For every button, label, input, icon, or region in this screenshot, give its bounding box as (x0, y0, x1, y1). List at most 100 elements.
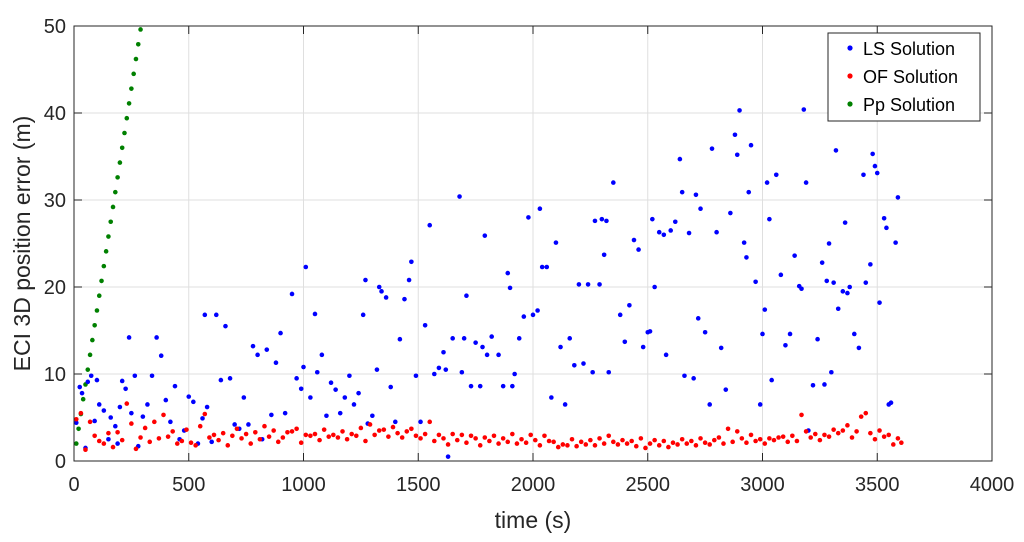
data-point-of-solution (845, 423, 850, 428)
data-point-ls-solution (218, 377, 224, 383)
legend: LS Solution OF Solution Pp Solution (827, 32, 981, 122)
data-point-ls-solution (709, 146, 715, 151)
data-point-of-solution (197, 423, 203, 429)
data-point-pp-solution (108, 219, 114, 225)
x-axis-label: time (s) (495, 507, 572, 533)
data-point-pp-solution (92, 322, 97, 328)
data-point-pp-solution (138, 27, 143, 32)
data-point-ls-solution (145, 402, 150, 407)
data-point-of-solution (565, 443, 570, 448)
data-point-of-solution (661, 438, 667, 444)
data-point-ls-solution (686, 230, 692, 236)
data-point-of-solution (110, 444, 116, 450)
data-point-of-solution (317, 437, 322, 443)
data-point-ls-solution (861, 172, 866, 178)
data-point-ls-solution (599, 216, 605, 222)
data-point-of-solution (87, 419, 93, 425)
data-point-ls-solution (459, 369, 465, 375)
data-point-pp-solution (85, 367, 91, 372)
tick-labels: 0 500 1000 1500 2000 2500 3000 3500 4000 0 10 20 30 4… (44, 16, 1015, 496)
data-point-ls-solution (457, 194, 462, 199)
data-point-ls-solution (677, 156, 683, 162)
data-point-ls-solution (397, 336, 403, 342)
data-point-ls-solution (734, 152, 740, 158)
data-point-pp-solution (87, 352, 93, 358)
data-point-of-solution (872, 436, 878, 442)
data-point-of-solution (133, 446, 139, 452)
data-point-ls-solution (840, 289, 846, 294)
data-point-ls-solution (461, 336, 467, 341)
y-tick-label: 40 (44, 103, 66, 125)
data-point-ls-solution (383, 295, 389, 300)
data-point-of-solution (298, 440, 304, 446)
legend-marker-of-solution (847, 73, 853, 79)
data-point-ls-solution (119, 378, 125, 384)
data-point-ls-solution (443, 367, 449, 372)
data-point-ls-solution (695, 316, 701, 321)
data-point-of-solution (376, 428, 382, 433)
data-point-ls-solution (473, 340, 478, 345)
data-point-ls-solution (356, 390, 361, 396)
data-point-of-solution (441, 436, 446, 441)
data-point-ls-solution (409, 259, 414, 265)
data-point-ls-solution (521, 314, 527, 319)
data-point-of-solution (409, 426, 414, 432)
data-point-of-solution (684, 441, 690, 446)
data-point-pp-solution (103, 249, 109, 254)
data-point-pp-solution (133, 56, 139, 62)
data-point-ls-solution (379, 289, 384, 294)
data-point-ls-solution (652, 284, 657, 290)
data-point-of-solution (106, 430, 111, 436)
data-point-of-solution (611, 439, 616, 445)
data-point-of-solution (390, 424, 396, 430)
data-point-ls-solution (436, 365, 442, 371)
data-point-pp-solution (101, 263, 107, 269)
data-point-ls-solution (246, 422, 251, 427)
x-tick-label: 2000 (511, 474, 556, 496)
legend-marker-ls-solution (847, 45, 853, 51)
data-point-of-solution (835, 430, 841, 436)
data-point-ls-solution (663, 352, 669, 358)
data-point-of-solution (638, 436, 644, 441)
data-point-pp-solution (99, 278, 104, 284)
data-point-ls-solution (810, 383, 816, 388)
data-point-of-solution (500, 436, 506, 441)
data-point-of-solution (702, 440, 708, 446)
data-point-ls-solution (363, 277, 368, 283)
data-point-of-solution (569, 436, 575, 442)
data-point-of-solution (537, 443, 543, 448)
data-point-ls-solution (526, 215, 531, 220)
data-point-ls-solution (627, 302, 632, 308)
data-point-of-solution (666, 444, 671, 450)
data-point-ls-solution (294, 376, 299, 381)
data-point-of-solution (445, 442, 451, 447)
data-point-ls-solution (803, 180, 809, 185)
data-point-ls-solution (516, 336, 522, 341)
data-point-ls-solution (149, 373, 155, 379)
data-point-ls-solution (760, 331, 765, 337)
data-point-ls-solution (893, 240, 898, 245)
data-point-of-solution (312, 431, 318, 437)
data-point-ls-solution (351, 402, 357, 407)
data-point-ls-solution (204, 404, 210, 410)
data-point-ls-solution (273, 360, 279, 365)
data-point-ls-solution (360, 312, 366, 318)
data-point-ls-solution (512, 371, 517, 377)
data-point-ls-solution (413, 373, 419, 379)
data-point-ls-solution (108, 415, 114, 420)
data-point-of-solution (188, 440, 194, 446)
data-point-of-solution (482, 435, 488, 440)
data-point-of-solution (601, 441, 607, 446)
data-point-of-solution (877, 428, 882, 433)
data-point-of-solution (693, 443, 699, 448)
data-point-ls-solution (301, 364, 306, 370)
data-point-ls-solution (376, 284, 382, 290)
data-point-of-solution (597, 436, 602, 441)
data-point-ls-solution (874, 170, 880, 176)
data-point-ls-solution (748, 142, 754, 148)
data-point-ls-solution (597, 282, 602, 287)
data-point-ls-solution (158, 353, 164, 359)
data-point-of-solution (794, 438, 800, 444)
data-point-ls-solution (94, 377, 100, 383)
data-point-ls-solution (737, 108, 742, 113)
